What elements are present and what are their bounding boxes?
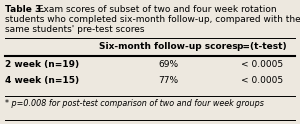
Text: 4 week (n=15): 4 week (n=15) bbox=[5, 76, 79, 85]
Text: 2 week (n=19): 2 week (n=19) bbox=[5, 60, 79, 69]
Text: same students' pre-test scores: same students' pre-test scores bbox=[5, 25, 145, 34]
Text: < 0.0005: < 0.0005 bbox=[241, 60, 283, 69]
Text: Six-month follow-up scores: Six-month follow-up scores bbox=[99, 42, 237, 51]
Text: * p=0.008 for post-test comparison of two and four week groups: * p=0.008 for post-test comparison of tw… bbox=[5, 99, 264, 108]
Text: < 0.0005: < 0.0005 bbox=[241, 76, 283, 85]
Text: 69%: 69% bbox=[158, 60, 178, 69]
Text: Table 3.: Table 3. bbox=[5, 5, 45, 14]
Text: p=(t-test): p=(t-test) bbox=[237, 42, 287, 51]
Text: 77%: 77% bbox=[158, 76, 178, 85]
Text: students who completed six-month follow-up, compared with the: students who completed six-month follow-… bbox=[5, 15, 300, 24]
Text: Exam scores of subset of two and four week rotation: Exam scores of subset of two and four we… bbox=[35, 5, 277, 14]
